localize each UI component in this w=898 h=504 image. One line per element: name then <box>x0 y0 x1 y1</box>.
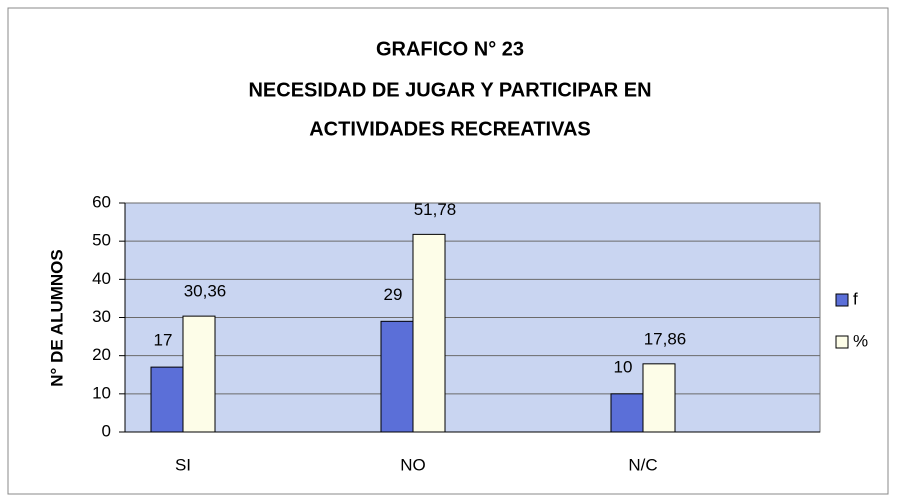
bar <box>610 393 644 433</box>
bar <box>642 363 676 433</box>
legend-swatch <box>835 293 849 307</box>
x-tick-label: NO <box>400 455 426 474</box>
y-tick-label: 30 <box>92 307 111 326</box>
y-tick-label: 20 <box>92 345 111 364</box>
data-label: 29 <box>384 285 403 304</box>
y-tick-label: 60 <box>92 192 111 211</box>
chart-subtitle: NECESIDAD DE JUGAR Y PARTICIPAR EN <box>248 79 651 101</box>
y-tick-label: 10 <box>92 383 111 402</box>
data-label: 17,86 <box>644 329 687 348</box>
data-label: 17 <box>154 331 173 350</box>
data-label: 51,78 <box>414 200 457 219</box>
y-tick-label: 0 <box>102 421 111 440</box>
legend-label: f <box>853 289 858 308</box>
x-tick-label: SI <box>175 455 191 474</box>
data-label: 10 <box>614 357 633 376</box>
bar <box>412 233 446 433</box>
bar <box>150 366 184 433</box>
bar <box>182 315 216 433</box>
legend-swatch <box>835 335 849 349</box>
legend-label: % <box>853 331 868 350</box>
data-label: 30,36 <box>184 282 227 301</box>
y-tick-label: 40 <box>92 269 111 288</box>
chart-title: GRAFICO N° 23 <box>376 38 524 60</box>
y-axis-title: N° DE ALUMNOS <box>47 249 66 386</box>
chart-subtitle: ACTIVIDADES RECREATIVAS <box>309 118 591 140</box>
y-tick-label: 50 <box>92 231 111 250</box>
bar <box>380 320 414 433</box>
x-tick-label: N/C <box>628 455 657 474</box>
